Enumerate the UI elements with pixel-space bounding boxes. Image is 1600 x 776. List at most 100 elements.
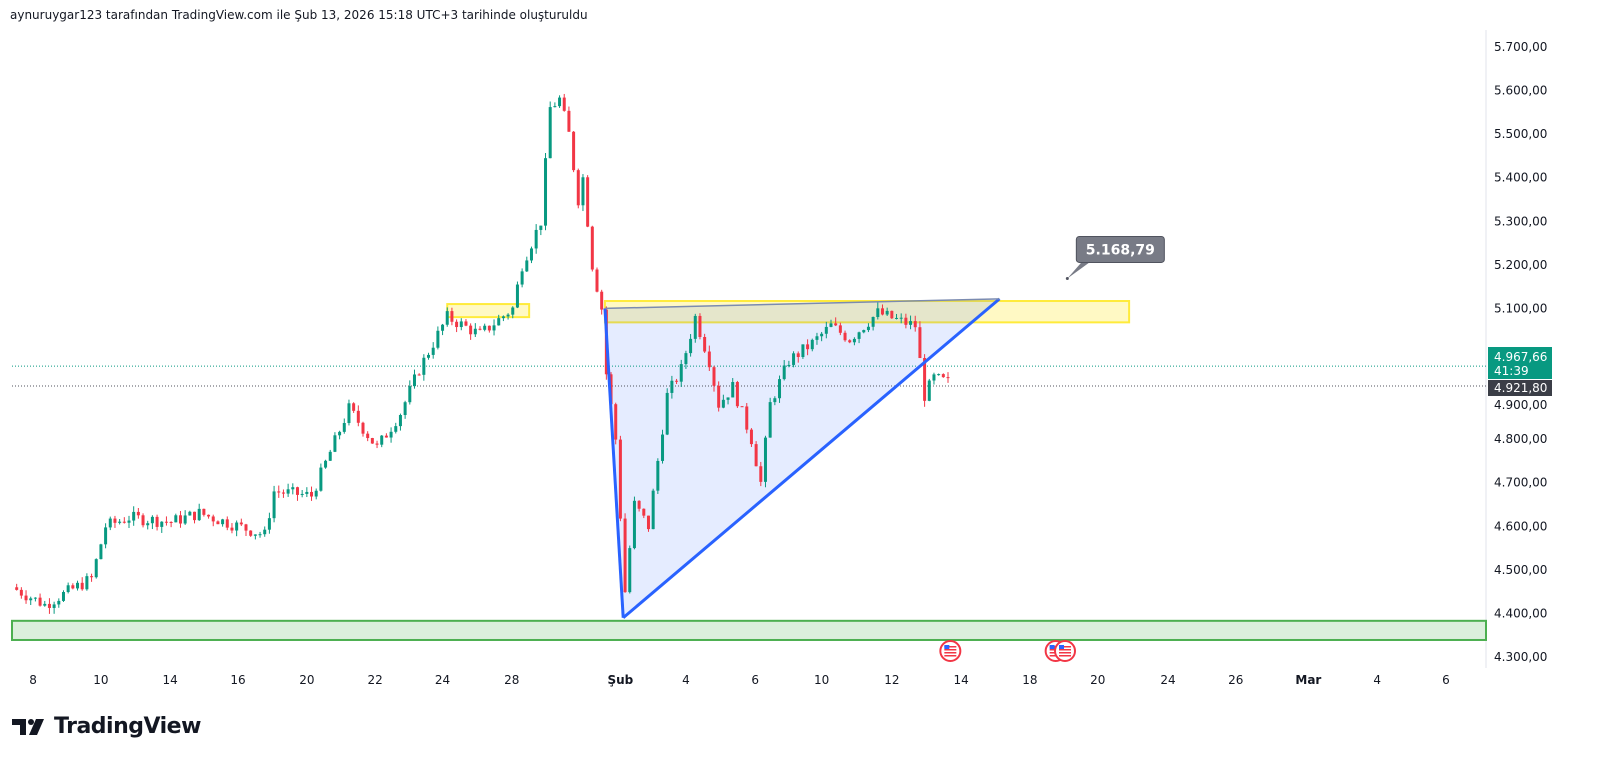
candle (211, 516, 215, 522)
tradingview-logo[interactable]: TradingView (12, 714, 201, 739)
candle (441, 324, 445, 331)
candle (590, 226, 594, 270)
price-tick-label: 5.100,00 (1494, 301, 1547, 315)
candle (810, 339, 814, 350)
time-tick-label: 4 (1373, 673, 1381, 687)
price-tick-label: 4.900,00 (1494, 398, 1547, 412)
candle (61, 591, 65, 601)
us-flag-event-icon[interactable] (939, 640, 962, 662)
candle (918, 327, 922, 359)
candle (24, 595, 28, 601)
price-tick-label: 5.700,00 (1494, 40, 1547, 54)
candle (937, 374, 941, 376)
candle (455, 321, 459, 328)
candle (366, 433, 370, 439)
price-tick-label: 5.500,00 (1494, 127, 1547, 141)
candle (104, 527, 108, 545)
candle (235, 522, 239, 531)
candle (534, 229, 538, 249)
candle (684, 353, 688, 365)
candle (670, 380, 674, 393)
candle (272, 491, 276, 519)
candle (787, 364, 791, 366)
candle (820, 333, 824, 337)
candle (824, 326, 828, 334)
price-tick-label: 4.600,00 (1494, 519, 1547, 533)
candle (595, 269, 599, 292)
candle (637, 500, 641, 509)
candle (136, 511, 140, 516)
candle (904, 317, 908, 325)
candle (618, 439, 622, 519)
candle (146, 523, 150, 526)
candle (19, 589, 23, 596)
candle (628, 548, 632, 593)
time-tick-label: 10 (93, 673, 108, 687)
candle (689, 338, 693, 354)
triangle-left-leg (603, 308, 625, 618)
candle (469, 325, 473, 335)
candle (749, 429, 753, 445)
candle (450, 311, 454, 322)
candle (384, 435, 388, 438)
flag-canton (1049, 645, 1055, 649)
triangle-top-line (604, 298, 1000, 310)
candle (324, 460, 328, 468)
candle (763, 437, 767, 482)
candle (113, 518, 117, 523)
candle (698, 315, 702, 337)
candle (871, 316, 875, 327)
candle (852, 338, 856, 343)
candle (380, 435, 384, 445)
price-chart[interactable]: 5.168,79 5.700,00 5.600,00 5.500,00 5.400,0… (0, 0, 1600, 700)
candle (244, 524, 248, 531)
candle (347, 403, 351, 424)
candle (478, 328, 482, 330)
last-price-label: 4.967,66 (1494, 350, 1547, 364)
time-tick-label: 18 (1022, 673, 1037, 687)
candle (623, 518, 627, 593)
flag-ring (939, 640, 962, 662)
candle (899, 317, 903, 319)
candle (731, 382, 735, 398)
candle (927, 380, 931, 401)
countdown-label: 41:39 (1494, 364, 1529, 378)
triangle-pattern-fill (604, 298, 1000, 618)
candle (796, 353, 800, 358)
candle (834, 323, 838, 326)
flag-stripe (1059, 649, 1071, 651)
candle (38, 597, 42, 606)
price-tick-label: 5.200,00 (1494, 258, 1547, 272)
candle (427, 354, 431, 358)
candle (726, 397, 730, 400)
candle (29, 598, 33, 601)
candle (632, 500, 636, 549)
candle (600, 291, 604, 310)
candle (525, 260, 529, 272)
candle (946, 377, 950, 379)
candle (646, 515, 650, 530)
time-tick-label: 24 (1160, 673, 1175, 687)
candle (890, 310, 894, 319)
candle (15, 587, 19, 590)
flag-stripe (944, 649, 957, 651)
candle (291, 487, 295, 490)
candle (506, 314, 510, 317)
candle (473, 328, 477, 335)
time-tick-label: 12 (884, 673, 899, 687)
time-tick-label: Şub (608, 673, 634, 687)
us-flag-event-icon[interactable] (1054, 640, 1076, 662)
candle (586, 177, 590, 227)
candle (768, 402, 772, 438)
candle (693, 315, 697, 339)
candle (876, 308, 880, 317)
candle (759, 466, 763, 482)
candle (941, 374, 945, 378)
callout-box (1075, 235, 1165, 263)
candle (862, 330, 866, 333)
candle (310, 491, 314, 497)
candle (169, 522, 173, 524)
time-tick-label: 14 (953, 673, 968, 687)
candle (665, 392, 669, 435)
candle (806, 344, 810, 350)
